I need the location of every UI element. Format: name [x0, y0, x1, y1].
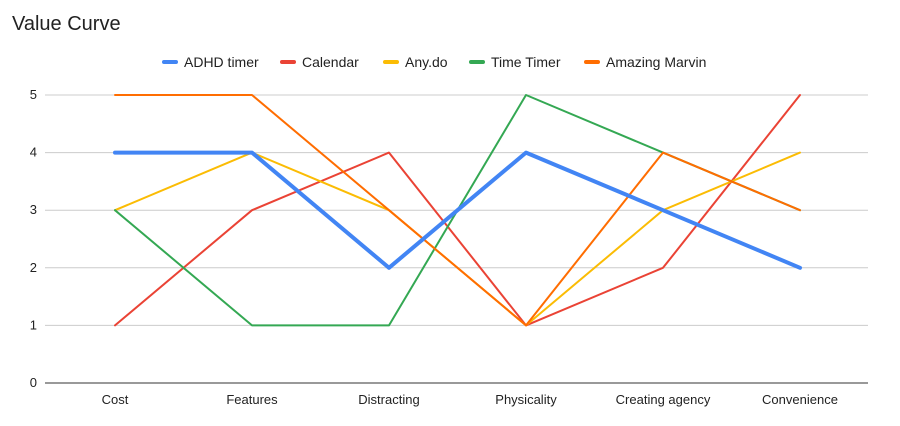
y-axis-ticks: 0 1 2 3 4 5 [30, 87, 37, 390]
x-tick-label: Features [226, 392, 278, 407]
y-tick-label: 0 [30, 375, 37, 390]
legend-label: Time Timer [491, 54, 561, 70]
legend: ADHD timer Calendar Any.do Time Timer Amazin… [162, 54, 706, 70]
y-tick-label: 5 [30, 87, 37, 102]
legend-label: Any.do [405, 54, 448, 70]
x-tick-label: Physicality [495, 392, 557, 407]
x-tick-label: Cost [102, 392, 129, 407]
x-axis-ticks: Cost Features Distracting Physicality Creati… [102, 392, 838, 407]
legend-label: Calendar [302, 54, 359, 70]
chart-title: Value Curve [12, 13, 121, 35]
legend-label: ADHD timer [184, 54, 259, 70]
y-tick-label: 4 [30, 145, 37, 160]
legend-label: Amazing Marvin [606, 54, 706, 70]
series-line-adhd-timer [113, 150, 802, 270]
y-tick-label: 1 [30, 317, 37, 332]
x-tick-label: Creating agency [616, 392, 711, 407]
y-tick-label: 3 [30, 202, 37, 217]
x-tick-label: Distracting [358, 392, 419, 407]
x-tick-label: Convenience [762, 392, 838, 407]
y-tick-label: 2 [30, 260, 37, 275]
series-line-calendar [114, 94, 801, 327]
series-line-amazing-marvin [114, 94, 801, 327]
series-lines [113, 94, 802, 327]
